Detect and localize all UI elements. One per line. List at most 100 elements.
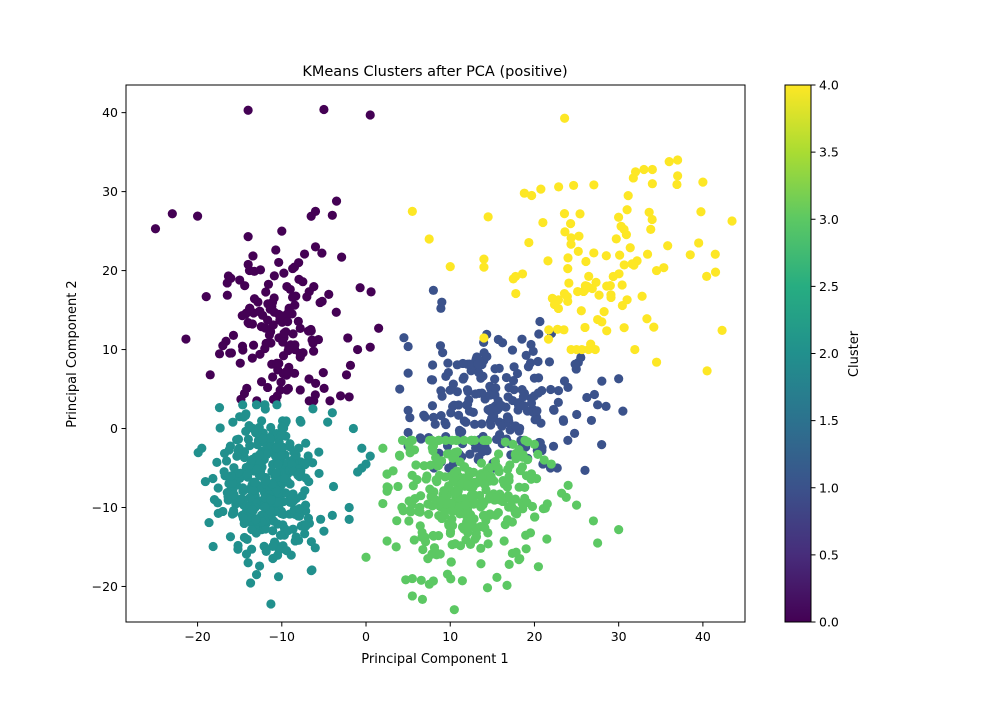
- data-point: [646, 224, 656, 234]
- cluster-4-points: [407, 113, 737, 376]
- data-point: [425, 484, 435, 494]
- data-point: [546, 384, 556, 395]
- data-point: [525, 358, 536, 368]
- data-point: [593, 538, 603, 548]
- data-point: [563, 264, 573, 274]
- data-point: [436, 496, 446, 506]
- data-point: [398, 506, 408, 516]
- data-point: [261, 338, 271, 348]
- data-point: [247, 525, 257, 535]
- data-point: [459, 462, 469, 472]
- data-point: [453, 486, 463, 496]
- data-point: [280, 488, 291, 498]
- data-point: [310, 390, 320, 400]
- data-point: [361, 459, 371, 469]
- data-point: [576, 306, 586, 316]
- data-point: [470, 389, 481, 399]
- data-point: [593, 400, 603, 410]
- data-point: [443, 367, 453, 378]
- y-tick-label: −20: [92, 579, 118, 594]
- data-point: [294, 511, 305, 521]
- data-point: [419, 410, 429, 420]
- data-point: [248, 485, 258, 496]
- data-point: [543, 256, 553, 266]
- data-point: [409, 535, 419, 545]
- data-point: [205, 370, 215, 380]
- data-point: [499, 536, 509, 546]
- data-point: [529, 373, 540, 383]
- chart-title: KMeans Clusters after PCA (positive): [302, 64, 567, 80]
- data-point: [274, 358, 284, 369]
- data-point: [601, 251, 611, 261]
- data-point: [503, 464, 513, 474]
- data-point: [251, 400, 262, 410]
- data-point: [599, 307, 609, 317]
- data-point: [589, 248, 599, 258]
- data-point: [225, 532, 236, 542]
- data-point: [663, 241, 673, 251]
- data-point: [644, 207, 654, 217]
- data-point: [580, 465, 590, 475]
- data-point: [266, 422, 276, 433]
- data-point: [621, 230, 632, 240]
- data-point: [328, 481, 339, 492]
- data-point: [393, 481, 403, 492]
- data-point: [225, 441, 236, 451]
- data-point: [535, 316, 545, 327]
- data-point: [327, 510, 337, 520]
- data-point: [482, 583, 493, 593]
- cluster-3-points: [361, 435, 624, 615]
- data-point: [273, 459, 283, 470]
- data-point: [504, 472, 514, 482]
- data-point: [222, 278, 232, 288]
- data-point: [508, 395, 518, 406]
- data-point: [306, 326, 316, 336]
- data-point: [659, 263, 669, 273]
- data-point: [475, 521, 486, 532]
- data-point: [248, 340, 259, 350]
- data-point: [283, 345, 293, 356]
- y-tick-label: 40: [102, 105, 118, 120]
- data-point: [278, 337, 288, 347]
- x-tick-label: −10: [269, 629, 295, 644]
- data-point: [426, 435, 436, 445]
- data-point: [576, 352, 586, 363]
- data-point: [304, 374, 314, 384]
- data-point: [264, 330, 275, 340]
- data-point: [501, 372, 512, 383]
- data-point: [538, 217, 548, 228]
- data-point: [273, 572, 284, 582]
- data-point: [260, 400, 270, 410]
- data-point: [279, 328, 289, 338]
- data-point: [569, 428, 580, 438]
- data-point: [483, 539, 493, 549]
- data-point: [443, 358, 453, 368]
- data-point: [261, 476, 271, 486]
- data-point: [382, 486, 392, 496]
- data-point: [452, 387, 462, 397]
- data-point: [407, 573, 417, 584]
- data-point: [521, 350, 531, 360]
- data-point: [574, 231, 584, 241]
- data-point: [580, 322, 590, 333]
- data-point: [502, 580, 512, 590]
- data-point: [477, 419, 487, 429]
- data-point: [403, 341, 413, 352]
- data-point: [277, 226, 287, 236]
- data-point: [294, 504, 305, 514]
- data-point: [426, 375, 437, 385]
- data-point: [281, 366, 291, 377]
- data-point: [509, 385, 519, 395]
- data-point: [524, 237, 534, 248]
- data-point: [559, 289, 570, 299]
- cluster-2-points: [193, 400, 375, 609]
- data-point: [698, 177, 708, 187]
- data-point: [511, 454, 521, 464]
- data-point: [209, 495, 220, 505]
- data-point: [417, 594, 428, 604]
- data-point: [563, 296, 573, 306]
- data-point: [589, 389, 600, 400]
- data-point: [619, 323, 629, 333]
